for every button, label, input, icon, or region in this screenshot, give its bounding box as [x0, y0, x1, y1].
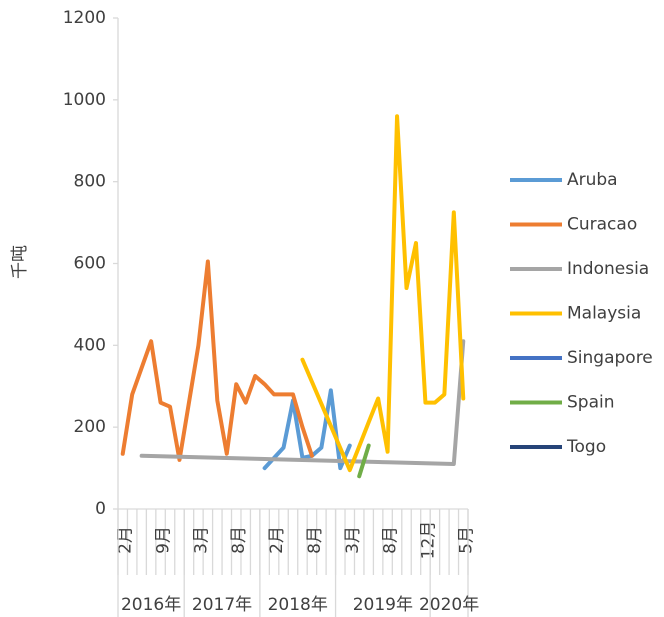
legend-label: Togo [566, 437, 606, 457]
legend-label: Spain [567, 393, 615, 413]
x-tick-label: 8月 [229, 526, 249, 554]
series-line [262, 388, 352, 471]
y-tick-label: 0 [95, 499, 106, 519]
series-line [120, 259, 314, 462]
x-tick-label: 9月 [154, 526, 174, 554]
y-tick-label: 200 [74, 417, 106, 437]
x-tick-label: 8月 [381, 526, 401, 554]
legend-label: Malaysia [567, 304, 641, 324]
x-tick-label: 2月 [116, 526, 136, 554]
y-tick-label: 800 [74, 172, 106, 192]
legend-label: Indonesia [567, 259, 649, 279]
x-group-label: 2016年 [121, 595, 181, 615]
y-axis-label: 千吨 [10, 245, 30, 279]
x-group-label: 2019年 [353, 595, 413, 615]
x-tick-label: 3月 [191, 526, 211, 554]
legend-label: Aruba [567, 170, 618, 190]
x-group-label: 2020年 [419, 595, 479, 615]
x-tick-label: 5月 [456, 526, 476, 554]
y-tick-label: 1000 [63, 90, 106, 110]
series-line [139, 339, 466, 466]
series-line [300, 114, 466, 473]
x-group-label: 2018年 [268, 595, 328, 615]
x-tick-label: 8月 [305, 526, 325, 554]
legend-label: Singapore [567, 348, 653, 368]
y-tick-label: 600 [74, 254, 106, 274]
y-tick-label: 400 [74, 335, 106, 355]
x-tick-label: 12月 [418, 521, 438, 560]
series-line [357, 443, 371, 479]
x-tick-label: 2月 [267, 526, 287, 554]
x-tick-label: 3月 [343, 526, 363, 554]
y-tick-label: 1200 [63, 8, 106, 28]
legend-label: Curacao [567, 215, 637, 235]
x-group-label: 2017年 [192, 595, 252, 615]
